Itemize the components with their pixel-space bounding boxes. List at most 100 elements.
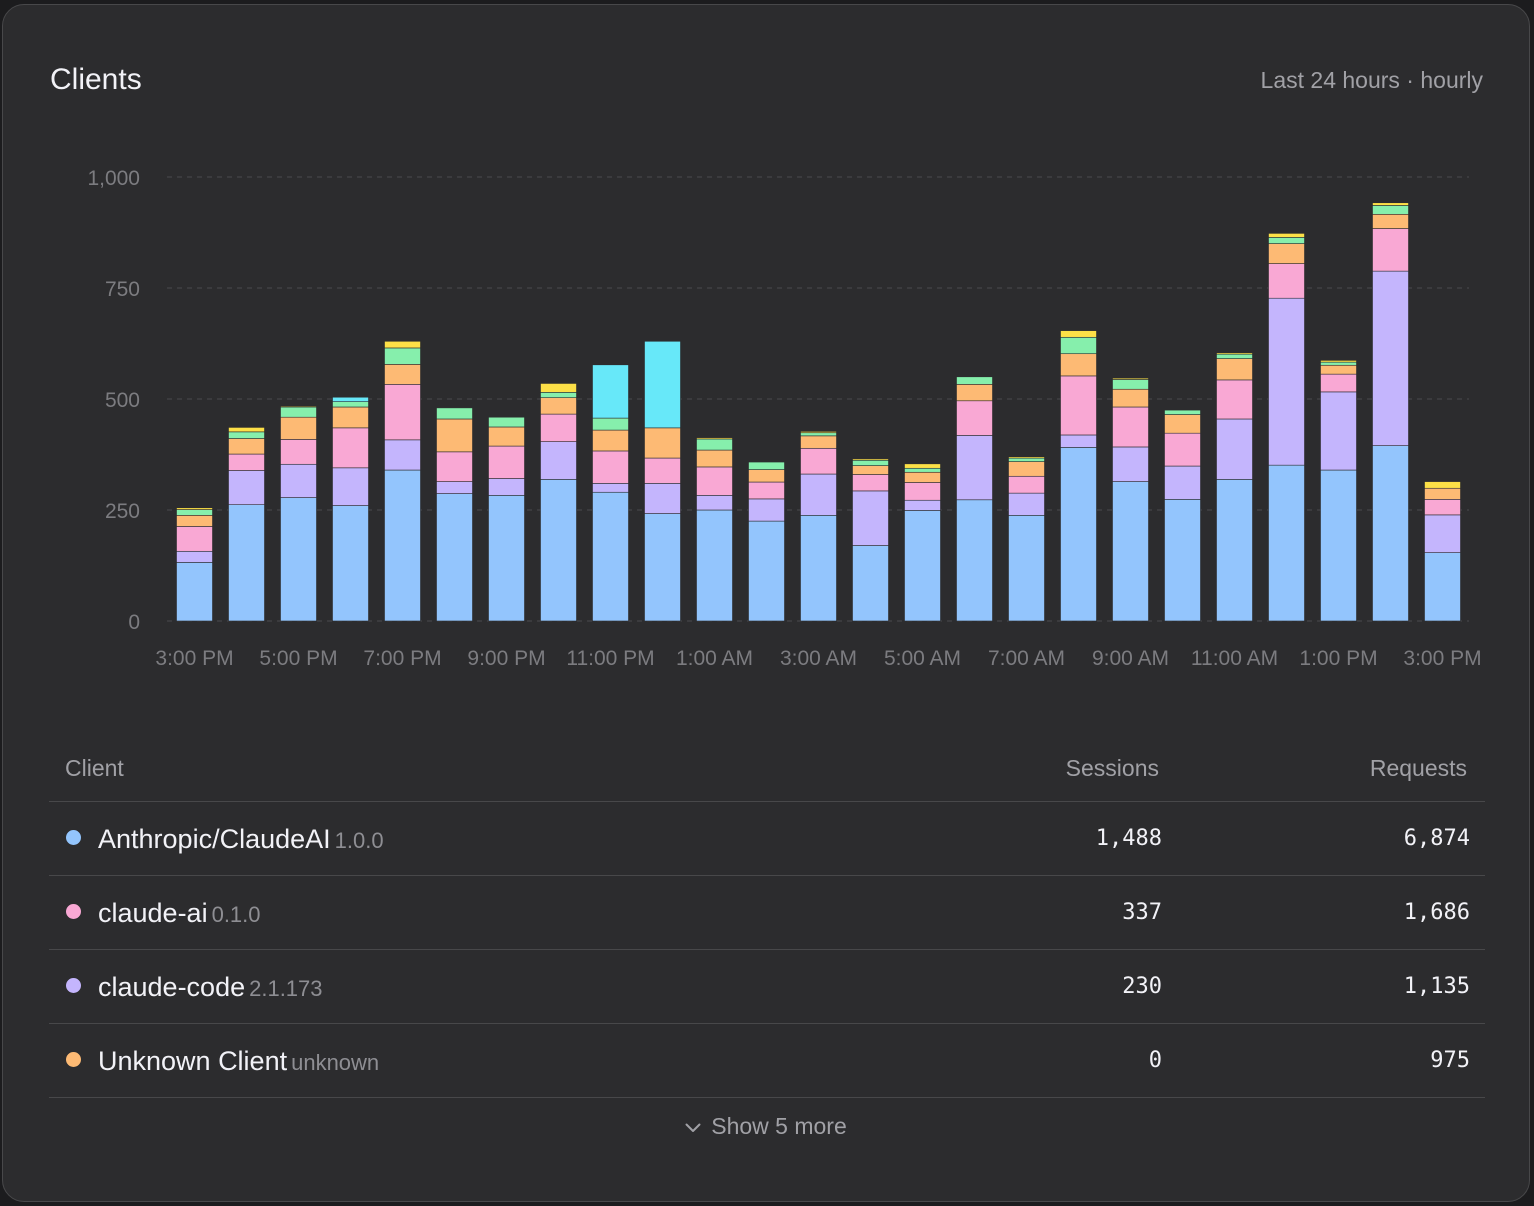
bar-segment — [540, 441, 577, 480]
chevron-down-icon — [685, 1123, 701, 1132]
bar-segment — [1060, 353, 1097, 377]
bar-segment — [1060, 447, 1097, 622]
bar-segment — [1112, 406, 1149, 448]
card-title: Clients — [50, 63, 142, 96]
bar-segment — [696, 437, 733, 440]
bar-segment — [1372, 445, 1409, 622]
bar-segment — [904, 463, 941, 469]
bar-segment — [228, 427, 265, 433]
table-row[interactable]: claude-code 2.1.173 230 1,135 — [49, 950, 1485, 1023]
show-more-button[interactable]: Show 5 more — [3, 1113, 1529, 1140]
bar-segment — [540, 383, 577, 393]
bar-segment — [488, 495, 525, 622]
bar-segment — [1164, 432, 1201, 467]
client-version: 2.1.173 — [249, 976, 323, 1001]
bar-segment — [1268, 237, 1305, 244]
client-name: claude-ai — [98, 898, 208, 928]
bar-segment — [332, 401, 369, 408]
table-divider — [49, 801, 1485, 802]
bar-segment — [488, 478, 525, 496]
bar-segment — [436, 451, 473, 482]
bar-segment — [1164, 409, 1201, 415]
bar-segment — [800, 473, 837, 516]
bar-segment — [280, 497, 317, 622]
bar-segment — [1424, 481, 1461, 489]
table-row[interactable]: Anthropic/ClaudeAI 1.0.0 1,488 6,874 — [49, 802, 1485, 875]
bar-segment — [1112, 446, 1149, 482]
client-color-dot — [66, 1052, 81, 1067]
client-color-dot — [66, 978, 81, 993]
bar-segment — [1372, 270, 1409, 446]
x-tick-label: 1:00 AM — [676, 647, 753, 670]
bar-segment — [540, 479, 577, 622]
bar-segment — [748, 461, 785, 470]
requests-value: 6,874 — [1403, 826, 1470, 851]
bar-segment — [1320, 361, 1357, 366]
y-tick-label: 750 — [105, 278, 140, 301]
bar-segment — [436, 418, 473, 453]
x-tick-label: 7:00 AM — [988, 647, 1065, 670]
bar-segment — [436, 481, 473, 494]
bar-segment — [1216, 418, 1253, 480]
sessions-value: 1,488 — [1095, 826, 1162, 851]
x-tick-label: 9:00 AM — [1092, 647, 1169, 670]
bar-segment — [1372, 228, 1409, 272]
bar-segment — [748, 520, 785, 622]
bar-segment — [696, 438, 733, 451]
bar-segment — [852, 459, 889, 466]
bar-segment — [644, 483, 681, 514]
bar-segment — [1008, 456, 1045, 459]
bar-segment — [852, 474, 889, 492]
col-header-sessions: Sessions — [1065, 755, 1159, 781]
bar-segment — [800, 447, 837, 475]
bar-segment — [956, 435, 993, 501]
sessions-value: 337 — [1122, 900, 1162, 925]
bar-segment — [280, 463, 317, 498]
x-tick-label: 11:00 PM — [566, 647, 654, 670]
bar-segment — [1164, 465, 1201, 500]
bar-segment — [1268, 233, 1305, 238]
bar-segment — [852, 458, 889, 461]
bar-segment — [1060, 336, 1097, 355]
bar-segment — [592, 417, 629, 431]
bar-segment — [488, 445, 525, 479]
x-tick-label: 3:00 PM — [1403, 647, 1481, 670]
bar-segment — [592, 429, 629, 452]
bar-segment — [1060, 434, 1097, 448]
bar-segment — [852, 545, 889, 622]
bar-segment — [956, 499, 993, 622]
bar-segment — [1008, 515, 1045, 622]
table-divider — [49, 1097, 1485, 1098]
bar-segment — [1424, 487, 1461, 500]
bar-segment — [644, 513, 681, 622]
bar-segment — [176, 509, 213, 516]
requests-value: 1,135 — [1403, 974, 1470, 999]
col-header-client: Client — [65, 755, 124, 781]
bar-segment — [1164, 499, 1201, 622]
client-color-dot — [66, 904, 81, 919]
bar-segment — [228, 438, 265, 455]
x-tick-label: 1:00 PM — [1299, 647, 1377, 670]
table-row[interactable]: Unknown Client unknown 0 975 — [49, 1024, 1485, 1097]
bar-segment — [1216, 352, 1253, 355]
bar-segment — [1112, 388, 1149, 408]
bar-segment — [1060, 375, 1097, 436]
bar-segment — [176, 526, 213, 552]
client-name: claude-code — [98, 972, 246, 1002]
bar-segment — [644, 427, 681, 459]
bar-segment — [228, 431, 265, 439]
bar-segment — [1008, 492, 1045, 516]
bar-segment — [1112, 379, 1149, 390]
bar-segment — [644, 340, 681, 429]
time-range-label: Last 24 hours · hourly — [1260, 67, 1483, 93]
bar-segment — [1268, 297, 1305, 466]
bar-segment — [800, 515, 837, 622]
bar-segment — [592, 364, 629, 419]
requests-value: 975 — [1430, 1048, 1470, 1073]
bar-segment — [540, 397, 577, 415]
bar-segment — [1216, 353, 1253, 359]
bar-segment — [1268, 464, 1305, 622]
table-row[interactable]: claude-ai 0.1.0 337 1,686 — [49, 876, 1485, 949]
sessions-value: 0 — [1148, 1048, 1162, 1073]
clients-card: Clients Last 24 hours · hourly 0 250 500 75… — [2, 4, 1530, 1202]
